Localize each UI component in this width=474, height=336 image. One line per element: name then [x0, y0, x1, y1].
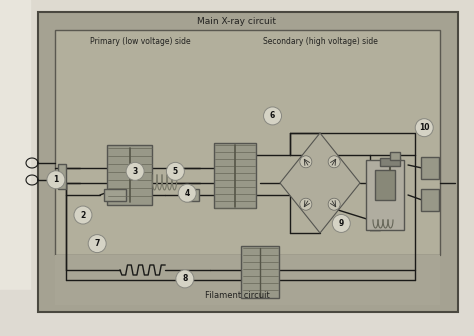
Text: Secondary (high voltage) side: Secondary (high voltage) side: [263, 38, 377, 46]
Bar: [108, 145, 153, 205]
Circle shape: [47, 171, 65, 189]
Text: Primary (low voltage) side: Primary (low voltage) side: [90, 38, 191, 46]
Text: 1: 1: [53, 175, 59, 184]
Bar: [55, 255, 440, 305]
Circle shape: [300, 156, 312, 168]
Circle shape: [126, 162, 144, 180]
Text: 5: 5: [173, 167, 178, 176]
Text: 2: 2: [80, 211, 86, 219]
Bar: [55, 30, 440, 255]
Circle shape: [74, 206, 92, 224]
Bar: [58, 164, 66, 188]
Circle shape: [178, 184, 196, 202]
Circle shape: [88, 235, 106, 253]
Circle shape: [415, 119, 433, 137]
Bar: [366, 160, 404, 230]
Circle shape: [332, 214, 350, 233]
Bar: [421, 189, 439, 211]
Circle shape: [166, 162, 184, 180]
Bar: [104, 189, 126, 201]
Circle shape: [300, 198, 312, 210]
Text: 8: 8: [182, 275, 188, 283]
Text: 10: 10: [419, 123, 429, 132]
Circle shape: [176, 270, 194, 288]
Bar: [214, 142, 256, 208]
Text: Main X-ray circuit: Main X-ray circuit: [198, 17, 276, 27]
Bar: [375, 170, 395, 200]
Bar: [380, 158, 400, 166]
Polygon shape: [280, 133, 360, 233]
Text: 6: 6: [270, 112, 275, 120]
Circle shape: [328, 198, 340, 210]
Text: 9: 9: [338, 219, 344, 228]
Circle shape: [328, 156, 340, 168]
Bar: [241, 246, 279, 298]
Bar: [185, 189, 199, 201]
Circle shape: [264, 107, 282, 125]
Text: 7: 7: [94, 239, 100, 248]
Text: Filament circuit: Filament circuit: [205, 291, 269, 299]
Bar: [421, 157, 439, 179]
Bar: [390, 152, 400, 160]
Text: 4: 4: [184, 189, 190, 198]
Text: 3: 3: [132, 167, 138, 176]
Bar: [38, 12, 458, 312]
